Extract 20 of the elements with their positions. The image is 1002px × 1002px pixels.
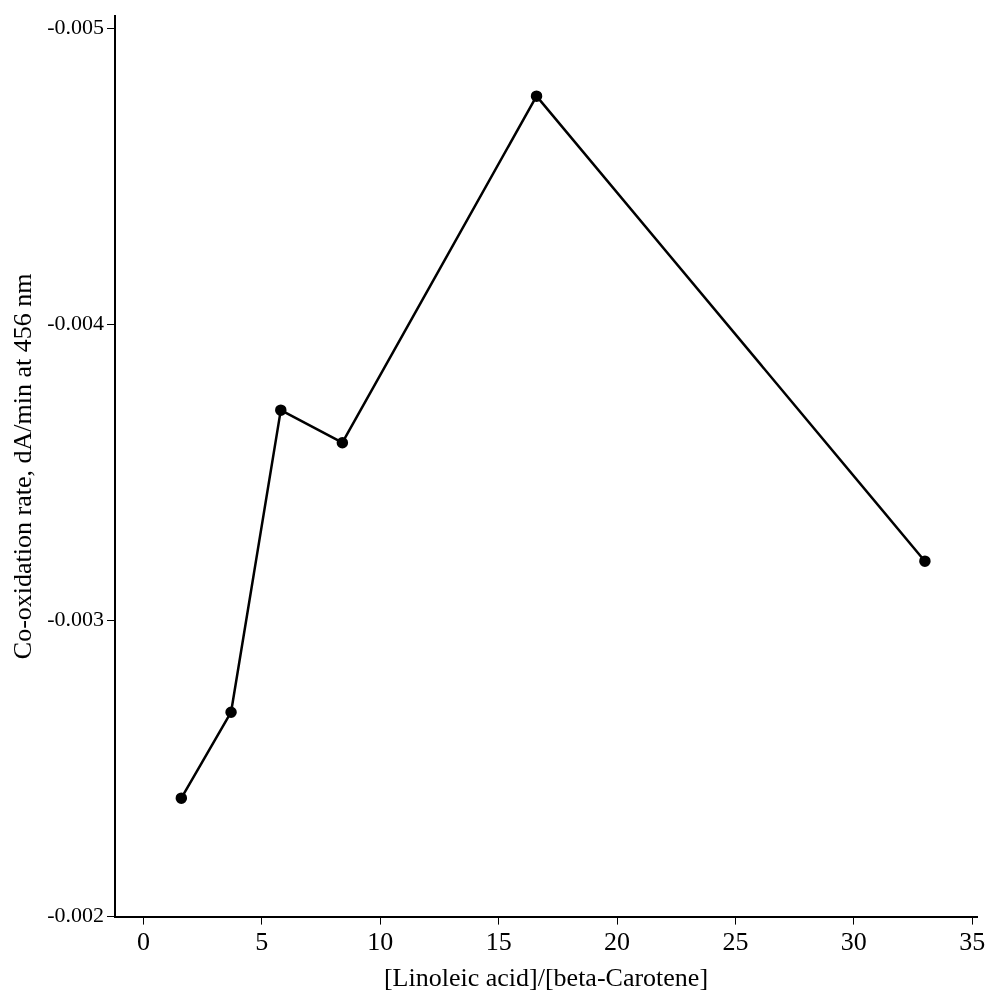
point <box>336 436 349 449</box>
x-tick-label: 10 <box>367 927 394 957</box>
x-tick-label: 30 <box>840 927 867 957</box>
x-tick-label: 20 <box>604 927 631 957</box>
point <box>275 404 287 416</box>
x-tick-label: 5 <box>255 927 269 957</box>
point <box>175 792 188 804</box>
point <box>919 555 931 567</box>
x-tick-label: 0 <box>136 927 150 957</box>
x-tick-label: 35 <box>959 927 986 957</box>
y-tick-label: -0.002 <box>47 902 105 928</box>
y-tick-label: -0.003 <box>47 606 105 632</box>
y-tick-label: -0.004 <box>47 310 105 336</box>
y-tick-label: -0.005 <box>47 13 105 39</box>
x-tick-label: 25 <box>722 927 749 957</box>
x-axis-title: [Linoleic acid]/[beta-Carotene] <box>383 963 709 993</box>
x-tick-label: 15 <box>485 927 512 957</box>
y-axis-title: Co-oxidation rate, dA/min at 456 nm <box>8 273 38 660</box>
point <box>225 706 237 718</box>
point <box>530 90 543 102</box>
